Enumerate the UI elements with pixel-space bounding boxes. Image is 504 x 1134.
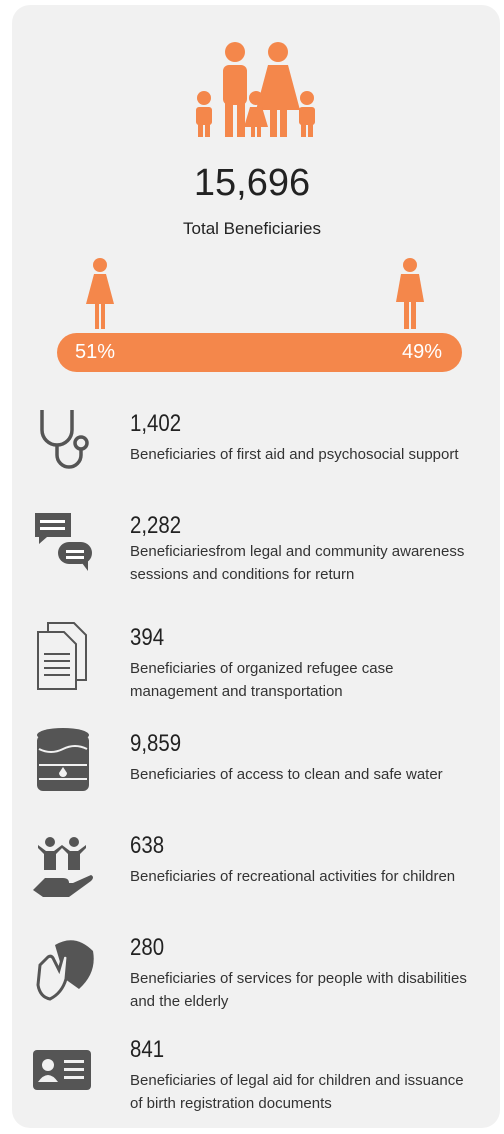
male-icon <box>396 258 424 329</box>
item-number: 2,282 <box>130 512 182 539</box>
hands-icon <box>36 940 94 1001</box>
water-tank-icon <box>37 728 89 791</box>
chat-icon <box>35 513 92 571</box>
total-label: Total Beneficiaries <box>183 219 321 238</box>
item-number: 9,859 <box>130 730 182 757</box>
item-description: Beneficiaries of legal aid for children … <box>130 1072 464 1112</box>
item-description: Beneficiaries of services for people wit… <box>130 970 467 1010</box>
item-number: 280 <box>130 934 165 961</box>
item-number: 841 <box>130 1036 165 1063</box>
item-description: Beneficiaries of first aid and psychosoc… <box>130 446 459 463</box>
item-description: Beneficiaries of recreational activities… <box>130 868 456 885</box>
documents-icon <box>37 622 87 690</box>
item-description: Beneficiariesfrom legal and community aw… <box>130 543 465 583</box>
total-number: 15,696 <box>193 162 311 204</box>
female-icon <box>86 258 114 329</box>
item-number: 394 <box>130 624 165 651</box>
family-icon <box>196 42 315 137</box>
id-card-icon <box>33 1050 91 1090</box>
item-number: 638 <box>130 832 165 859</box>
item-number: 1,402 <box>130 410 182 437</box>
card <box>12 5 500 1128</box>
female-share: 51% <box>75 341 116 363</box>
male-share: 49% <box>401 341 442 363</box>
item-description: Beneficiaries of organized refugee case … <box>130 660 394 700</box>
item-description: Beneficiaries of access to clean and saf… <box>130 766 443 783</box>
gender-bar <box>57 333 462 372</box>
children-hand-icon <box>33 837 93 897</box>
stethoscope-icon <box>40 410 89 469</box>
